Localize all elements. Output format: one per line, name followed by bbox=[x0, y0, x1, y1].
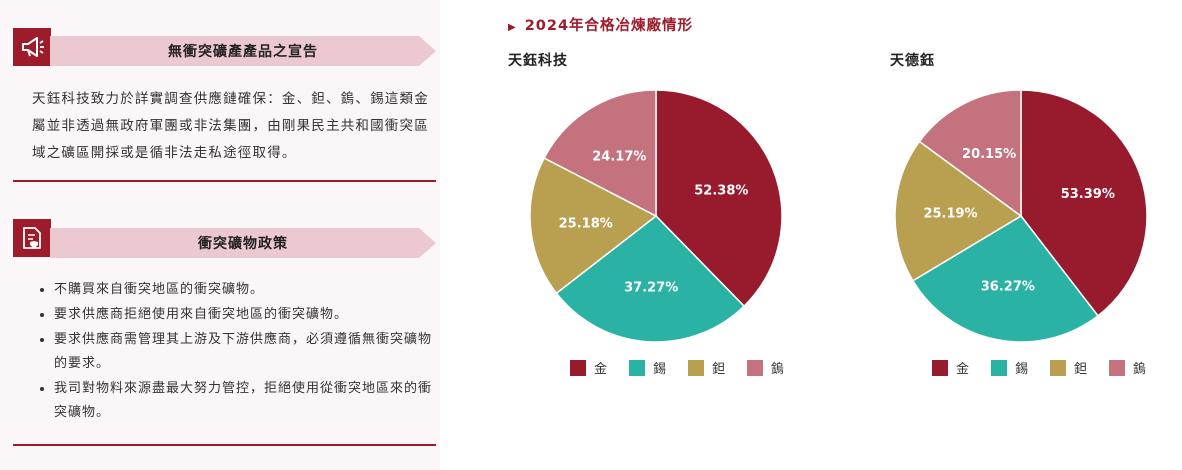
legend-label: 金 bbox=[956, 362, 970, 377]
legend-swatch bbox=[629, 359, 646, 376]
slice-label: 37.27% bbox=[624, 280, 678, 295]
legend-label: 鎢 bbox=[771, 362, 785, 377]
page-title: ▶ 2024年合格冶煉廠情形 bbox=[508, 18, 694, 34]
section-header-policy: 衝突礦物政策 bbox=[50, 228, 436, 258]
legend-swatch bbox=[747, 359, 764, 376]
legend-item: 鉭 bbox=[688, 358, 725, 377]
chart-legend: 金錫鉭鎢 bbox=[570, 358, 784, 377]
pie-slice bbox=[911, 215, 1099, 343]
slice-label: 36.27% bbox=[981, 279, 1035, 294]
list-item: 我司對物料來源盡最大努力管控，拒絕使用從衝突地區來的衝突礦物。 bbox=[54, 377, 434, 425]
slice-label: 25.18% bbox=[559, 216, 613, 231]
list-item: 要求供應商需管理其上游及下游供應商，必須遵循無衝突礦物的要求。 bbox=[54, 328, 434, 376]
left-panel: 無衝突礦產產品之宣告 天鈺科技致力於詳實調查供應鏈確保：金、鉭、鎢、錫這類金屬並… bbox=[0, 0, 440, 470]
policy-list: 不購買來自衝突地區的衝突礦物。 要求供應商拒絕使用來自衝突地區的衝突礦物。 要求… bbox=[36, 278, 434, 426]
slice-label: 53.39% bbox=[1061, 187, 1115, 202]
divider bbox=[13, 444, 436, 446]
megaphone-icon bbox=[13, 28, 51, 66]
chart-title: 天鈺科技 bbox=[508, 53, 568, 69]
slice-label: 20.15% bbox=[962, 147, 1016, 162]
legend-swatch bbox=[1109, 359, 1126, 376]
list-item: 不購買來自衝突地區的衝突礦物。 bbox=[54, 278, 434, 302]
list-item: 要求供應商拒絕使用來自衝突地區的衝突礦物。 bbox=[54, 303, 434, 327]
legend-swatch bbox=[991, 359, 1008, 376]
pie-slice bbox=[543, 89, 657, 218]
legend-swatch bbox=[570, 359, 586, 376]
pie-slice bbox=[529, 157, 658, 295]
policy-document-icon bbox=[13, 219, 51, 257]
legend-label: 鉭 bbox=[1074, 362, 1088, 377]
section-header-declaration: 無衝突礦產產品之宣告 bbox=[50, 36, 436, 66]
legend-item: 鉭 bbox=[1050, 358, 1087, 377]
legend-label: 鎢 bbox=[1133, 362, 1147, 377]
pie-slice bbox=[1020, 89, 1148, 317]
legend-item: 金 bbox=[570, 358, 607, 377]
triangle-right-icon: ▶ bbox=[508, 22, 517, 33]
pie-slice bbox=[918, 89, 1022, 218]
legend-item: 鎢 bbox=[747, 358, 784, 377]
legend-item: 錫 bbox=[629, 358, 666, 377]
legend-label: 錫 bbox=[653, 362, 667, 377]
pie-slice bbox=[655, 89, 783, 308]
pie-chart: 52.38% 37.27% 25.18% 24.17% bbox=[529, 89, 783, 343]
pie-slice bbox=[894, 140, 1023, 282]
slice-label: 24.17% bbox=[592, 150, 646, 165]
legend-item: 金 bbox=[932, 358, 969, 377]
chart-legend: 金錫鉭鎢 bbox=[932, 358, 1146, 377]
slice-label: 52.38% bbox=[694, 183, 748, 198]
legend-label: 錫 bbox=[1015, 362, 1029, 377]
legend-swatch bbox=[688, 359, 705, 376]
legend-label: 鉭 bbox=[712, 362, 726, 377]
legend-item: 錫 bbox=[991, 358, 1028, 377]
pie-slice bbox=[555, 214, 746, 343]
pie-chart: 53.39% 36.27% 25.19% 20.15% bbox=[894, 89, 1148, 343]
divider bbox=[13, 180, 436, 182]
legend-label: 金 bbox=[594, 362, 608, 377]
legend-swatch bbox=[1050, 359, 1067, 376]
declaration-text: 天鈺科技致力於詳實調查供應鏈確保：金、鉭、鎢、錫這類金屬並非透過無政府軍團或非法… bbox=[32, 91, 429, 161]
legend-swatch bbox=[932, 359, 948, 376]
chart-title: 天德鈺 bbox=[890, 53, 935, 69]
slice-label: 25.19% bbox=[923, 207, 977, 222]
legend-item: 鎢 bbox=[1109, 358, 1146, 377]
